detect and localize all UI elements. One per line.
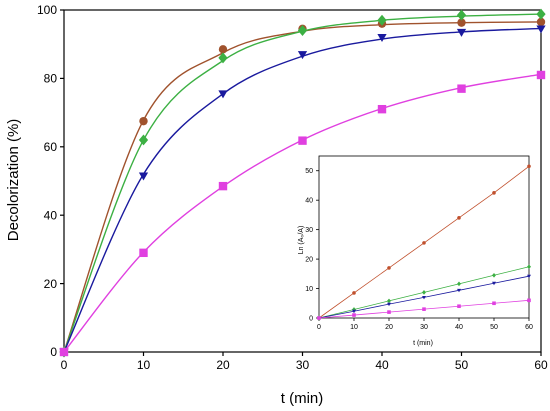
main-y-tick-label: 40 xyxy=(44,208,58,222)
main-series-2-line xyxy=(63,13,542,353)
inset-series-1-point xyxy=(492,191,496,195)
main-x-tick-label: 50 xyxy=(455,358,469,372)
main-x-axis-title: t (min) xyxy=(281,390,324,407)
main-series-4-point xyxy=(536,70,546,80)
inset-series-3-point xyxy=(492,281,496,286)
inset-y-tick-label: 20 xyxy=(305,257,313,264)
main-series-3-line xyxy=(63,27,542,353)
inset-series-4-point xyxy=(492,301,496,306)
inset-y-tick-label: 10 xyxy=(305,286,313,293)
main-series-3-point xyxy=(536,25,546,34)
main-series-1-point xyxy=(457,18,466,27)
inset-y-tick-label: 30 xyxy=(305,227,313,234)
inset-series-3-point xyxy=(422,295,426,300)
inset-plot: 0 10 20 30 40 50 60 0 10 20 30 40 50 xyxy=(305,155,533,331)
inset-series-2-point xyxy=(422,290,426,295)
main-y-tick-label: 80 xyxy=(44,72,58,86)
main-y-axis-title: Decolorization (%) xyxy=(5,119,22,242)
inset-series-3-point xyxy=(457,288,461,293)
inset-series-1-point xyxy=(422,241,426,245)
main-series-4-point xyxy=(59,347,69,357)
inset-x-tick-label: 0 xyxy=(317,324,321,331)
inset-y-tick-label: 40 xyxy=(305,198,313,205)
inset-series-2-point xyxy=(387,298,391,304)
inset-y-axis-title: Ln (A₀/A) xyxy=(298,226,305,255)
inset-series-3-point xyxy=(527,274,531,279)
inset-series-3-point xyxy=(387,302,391,307)
inset-x-tick-label: 40 xyxy=(455,324,463,331)
main-y-tick-label: 0 xyxy=(50,345,57,359)
main-y-tick-label: 100 xyxy=(37,3,57,17)
main-x-tick-label: 10 xyxy=(137,358,151,372)
inset-series-1-point xyxy=(387,266,391,270)
inset-series-4-point xyxy=(387,310,391,314)
inset-series-4-point xyxy=(457,304,461,309)
main-series-1-point xyxy=(139,116,148,126)
inset-y-tick-label: 50 xyxy=(305,168,313,175)
inset-x-tick-label: 20 xyxy=(385,324,393,331)
inset-series-2-point xyxy=(492,272,496,278)
inset-series-3-point xyxy=(352,309,356,314)
inset-x-tick-label: 60 xyxy=(525,324,533,331)
main-y-tick-label: 20 xyxy=(44,277,58,291)
main-series-1-point xyxy=(218,45,228,54)
main-series-4-point xyxy=(457,84,466,93)
main-series-3-point xyxy=(138,172,149,181)
main-series-3-point xyxy=(456,28,467,37)
inset-series-4-point xyxy=(422,307,426,311)
main-series-4-point xyxy=(377,104,387,114)
main-series-3-point xyxy=(218,90,228,99)
main-series-4-point xyxy=(139,248,148,258)
main-series-3-point xyxy=(297,51,308,60)
main-series-4-point xyxy=(218,181,228,191)
main-x-tick-label: 60 xyxy=(534,358,548,372)
main-x-tick-label: 30 xyxy=(296,358,310,372)
main-x-tick-label: 40 xyxy=(375,358,389,372)
inset-series-4-point xyxy=(527,298,531,303)
main-series-2-point xyxy=(297,25,308,36)
main-series-2-point xyxy=(456,9,467,21)
inset-series-4-point xyxy=(317,316,321,320)
inset-x-tick-label: 30 xyxy=(420,324,428,331)
inset-y-tick-label: 0 xyxy=(309,315,313,322)
inset-series-1-point xyxy=(457,216,461,220)
main-series-2-point xyxy=(377,14,387,26)
main-series-4-point xyxy=(298,136,307,145)
main-series-1-line xyxy=(63,21,542,353)
main-series-3-point xyxy=(377,34,387,42)
inset-x-tick-label: 50 xyxy=(490,324,498,331)
main-y-tick-label: 60 xyxy=(44,140,58,154)
main-x-tick-label: 0 xyxy=(61,358,68,372)
inset-series-1-point xyxy=(352,291,356,295)
inset-x-tick-label: 10 xyxy=(350,324,358,331)
inset-x-axis-title: t (min) xyxy=(413,340,433,347)
inset-series-2-point xyxy=(527,264,531,270)
main-series-2-point xyxy=(138,134,149,146)
main-series-1-point xyxy=(536,17,546,27)
inset-series-1-point xyxy=(527,164,531,169)
main-series-2-point xyxy=(536,8,546,20)
main-x-tick-label: 20 xyxy=(216,358,230,372)
inset-series-4-point xyxy=(352,313,356,317)
inset-series-2-point xyxy=(457,281,461,287)
main-series-2-point xyxy=(218,52,228,64)
